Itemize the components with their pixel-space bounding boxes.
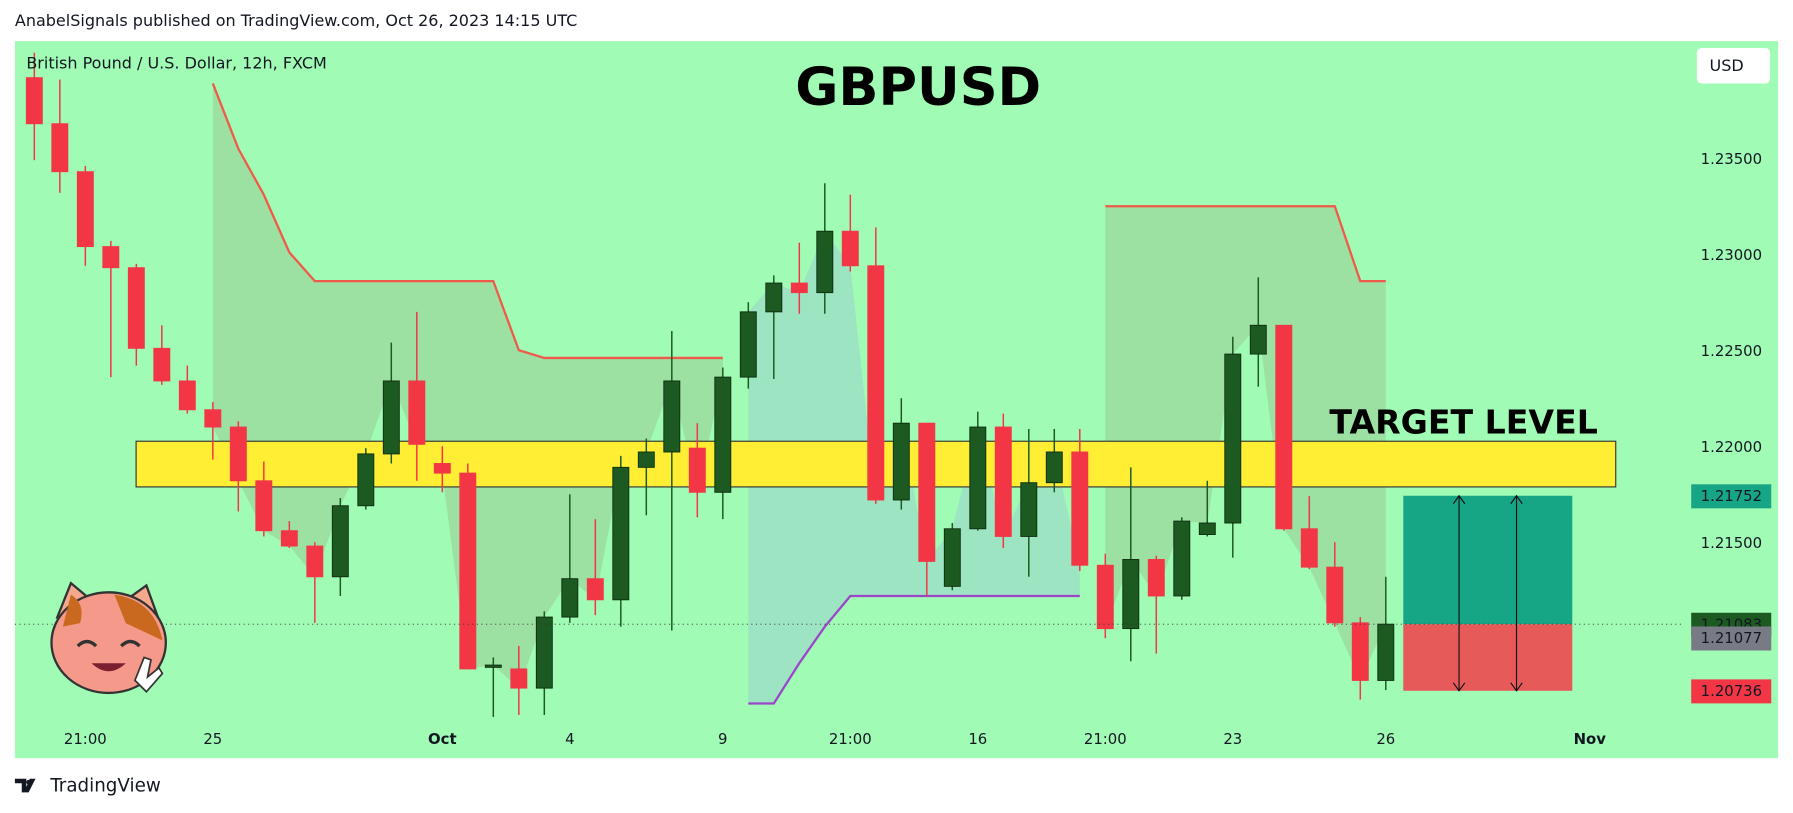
loss-box	[1403, 624, 1573, 691]
candle-body	[433, 463, 451, 474]
candle-body	[994, 426, 1012, 537]
candle-body	[867, 265, 885, 501]
candle-body	[841, 230, 859, 267]
candle-body	[688, 447, 706, 493]
x-tick-label: Nov	[1574, 730, 1607, 748]
candle-body	[459, 472, 477, 670]
candle-body	[255, 480, 273, 532]
candle-body	[484, 664, 502, 668]
price-label-box	[1691, 484, 1772, 509]
profit-box	[1403, 495, 1573, 625]
price-label: 1.21752	[1701, 487, 1762, 505]
chart-title: GBPUSD	[795, 57, 1041, 118]
candle-body	[663, 380, 681, 453]
candle-body	[816, 230, 834, 294]
y-tick-label: 1.22000	[1701, 438, 1762, 456]
footer: TradingView	[49, 776, 161, 797]
arrow-head	[1452, 494, 1466, 692]
price-label: 1.20736	[1701, 682, 1762, 700]
candle-body	[1096, 564, 1114, 630]
x-tick-label: 21:00	[1084, 730, 1127, 748]
x-tick-label: 26	[1376, 730, 1395, 748]
arrow-head	[1510, 494, 1523, 692]
candle-body	[612, 466, 630, 601]
indicator-line	[1105, 205, 1386, 283]
candle-body	[1351, 622, 1369, 681]
x-tick-label: 25	[203, 730, 222, 748]
candle-body	[765, 282, 783, 313]
x-tick-label: 21:00	[829, 730, 872, 748]
y-tick-label: 1.23500	[1701, 150, 1762, 168]
indicator-area	[748, 231, 1080, 704]
candle-body	[127, 267, 145, 349]
y-tick-label: 1.22500	[1701, 342, 1762, 360]
candle-body	[1224, 353, 1242, 524]
candle-body	[739, 311, 757, 378]
candle-body	[1173, 520, 1191, 597]
candle-body	[586, 578, 604, 601]
indicator-line	[748, 594, 1080, 705]
candle-body	[102, 246, 120, 269]
x-tick-label: 23	[1223, 730, 1242, 748]
currency-label: USD	[1710, 56, 1744, 75]
candle-body	[280, 530, 298, 547]
candle-body	[229, 426, 247, 482]
x-tick-label: 9	[718, 730, 727, 748]
candle-body	[178, 380, 196, 411]
candle-body	[331, 505, 349, 578]
candle-body	[1300, 528, 1318, 568]
candle-body	[918, 422, 936, 562]
tradingview-logo	[14, 778, 36, 793]
candle-body	[51, 123, 69, 173]
candle-body	[76, 171, 94, 248]
x-tick-label: 4	[565, 730, 574, 748]
candle-body	[153, 347, 171, 382]
candle-body	[637, 451, 655, 468]
indicator-line	[211, 82, 723, 360]
candle-body	[1326, 566, 1344, 624]
y-tick-label: 1.23000	[1701, 246, 1762, 264]
symbol-label: British Pound / U.S. Dollar, 12h, FXCM	[26, 54, 326, 73]
price-label-box	[1691, 626, 1772, 651]
candle-body	[1198, 522, 1216, 535]
candle-body	[969, 426, 987, 530]
candle-body	[943, 528, 961, 587]
candle-body	[357, 453, 375, 507]
candle-body	[1377, 623, 1395, 681]
candle-body	[204, 409, 222, 428]
candle-body	[382, 380, 400, 455]
candle-body	[510, 668, 528, 689]
candle-body	[1020, 482, 1038, 537]
candle-body	[306, 545, 324, 578]
header: AnabelSignals published on TradingView.c…	[15, 11, 577, 30]
mascot	[50, 581, 167, 695]
candle-body	[1045, 451, 1063, 484]
candle-body	[1249, 324, 1267, 355]
candle-body	[535, 616, 553, 689]
candle-body	[408, 380, 426, 445]
candle-body	[892, 422, 910, 501]
candle-body	[714, 376, 732, 493]
candle-body	[1147, 559, 1165, 597]
price-label-box	[1691, 679, 1772, 704]
annotation: TARGET LEVEL	[1329, 403, 1597, 442]
price-label: 1.21077	[1701, 629, 1762, 647]
candle-body	[561, 578, 579, 618]
x-tick-label: 21:00	[64, 730, 107, 748]
x-tick-label: Oct	[428, 730, 457, 748]
candle-body	[1122, 559, 1140, 630]
candle-body	[790, 282, 808, 294]
currency-button[interactable]	[1696, 48, 1771, 84]
candle-body	[25, 77, 43, 125]
x-tick-label: 16	[968, 730, 987, 748]
y-tick-label: 1.21500	[1701, 534, 1762, 552]
candle-body	[1071, 451, 1089, 566]
candle-body	[1275, 324, 1293, 530]
